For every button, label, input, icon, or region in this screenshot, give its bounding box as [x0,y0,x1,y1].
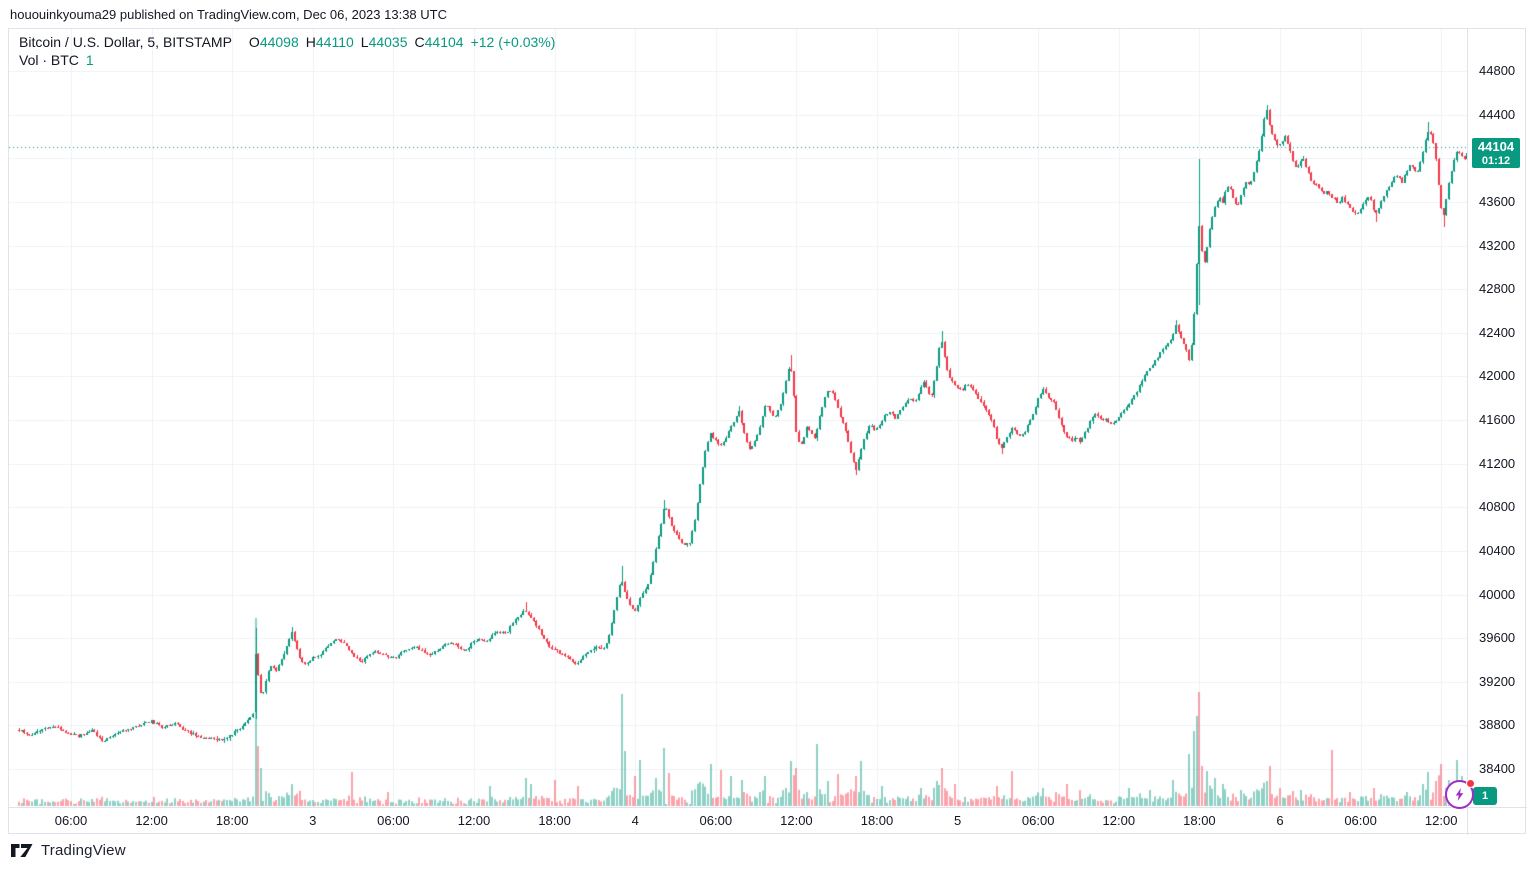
legend-volume-row: Vol · BTC 1 [19,52,555,69]
price-axis-label: 39200 [1479,673,1516,689]
time-axis-label: 18:00 [538,813,571,828]
time-axis-label: 06:00 [54,813,88,828]
time-axis-label: 5 [953,813,962,828]
price-axis-label: 42800 [1479,281,1516,297]
time-axis-label: 6 [1276,813,1284,828]
volume-label: Vol · BTC [19,52,79,68]
price-axis-label: 41200 [1479,455,1516,471]
price-axis-label: 41600 [1479,412,1516,427]
legend-symbol-row: Bitcoin / U.S. Dollar, 5, BITSTAMP O44098… [19,34,555,51]
change-value: +12 (+0.03%) [470,34,556,50]
time-axis-separator [9,807,1527,808]
time-axis-label: 06:00 [699,813,733,828]
tradingview-logo-icon[interactable] [10,842,34,859]
ohlc-value: 44104 [424,34,464,50]
time-axis-label: 12:00 [1102,813,1136,828]
time-axis-label: 12:00 [457,813,491,828]
price-axis-separator [1467,29,1468,835]
time-axis-label: 06:00 [377,813,410,828]
volume-value: 1 [85,52,94,68]
time-axis-label: 18:00 [1183,813,1216,828]
symbol-title[interactable]: Bitcoin / U.S. Dollar, 5, BITSTAMP [19,34,232,50]
chart-container: Bitcoin / U.S. Dollar, 5, BITSTAMP O44098… [8,28,1527,835]
ohlc-value: 44098 [259,34,299,50]
price-axis-label: 42400 [1479,324,1516,340]
time-axis-label: 06:00 [1021,813,1055,828]
price-axis-label: 39600 [1479,630,1516,646]
price-axis-label: 38800 [1479,717,1516,733]
ohlc-value: 44110 [315,34,354,50]
time-axis-label: 18:00 [215,813,249,828]
price-axis-label: 43200 [1479,237,1516,253]
price-axis-label: 40400 [1479,542,1516,558]
price-axis-label: 40800 [1479,499,1516,515]
time-axis-label: 06:00 [1344,813,1377,828]
price-axis-label: 38400 [1479,761,1516,776]
ohlc-label: C [414,34,425,50]
time-axis-label: 12:00 [780,813,813,828]
bar-countdown: 01:12 [1481,155,1511,167]
tradingview-logo-text[interactable]: TradingView [41,842,126,859]
last-price-value: 44104 [1477,139,1515,154]
time-axis-label: 12:00 [135,813,168,828]
ohlc-label: O [248,34,260,50]
ohlc-value: 44035 [368,34,408,50]
lightning-bolt-glyph [1455,787,1464,802]
notification-dot [1466,779,1475,788]
price-axis-label: 44400 [1479,106,1516,122]
time-axis-label: 4 [631,813,639,828]
ohlc-label: L [360,34,369,50]
attribution-text: hououinkyouma29 published on TradingView… [10,7,447,22]
price-axis-label: 42000 [1479,368,1516,384]
footer-bar: TradingView [10,842,126,859]
ohlc-label: H [305,34,316,50]
volume-axis-badge: 1 [1473,787,1497,805]
candlestick-chart[interactable] [9,29,1467,807]
price-axis-label: 44800 [1479,63,1516,78]
price-axis-label: 43600 [1479,193,1516,209]
last-price-badge: 44104 01:12 [1472,138,1520,168]
time-axis-label: 3 [309,813,317,828]
chart-legend: Bitcoin / U.S. Dollar, 5, BITSTAMP O44098… [19,34,555,69]
lightning-icon[interactable] [1445,779,1475,809]
time-axis-label: 18:00 [860,813,894,828]
time-axis-label: 12:00 [1424,813,1458,828]
price-axis-label: 40000 [1479,586,1516,602]
